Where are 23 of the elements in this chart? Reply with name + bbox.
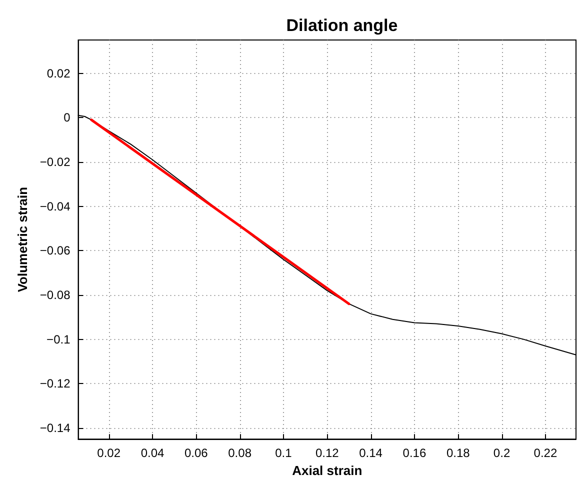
x-tick-label: 0.06	[184, 446, 208, 460]
y-tick-label: −0.14	[40, 421, 71, 436]
y-tick-label: −0.06	[40, 244, 71, 258]
y-tick-label: 0.02	[46, 66, 71, 80]
x-tick-label: 0.02	[97, 446, 121, 460]
y-tick-label: −0.04	[40, 199, 71, 214]
y-tick-label: −0.12	[40, 376, 71, 391]
x-tick-label: 0.1	[275, 446, 292, 460]
x-tick-label: 0.08	[228, 446, 252, 460]
y-tick-label: −0.1	[46, 332, 71, 346]
x-tick-label: 0.2	[493, 446, 510, 460]
chart-title: Dilation angle	[286, 16, 398, 35]
x-tick-label: 0.22	[534, 446, 558, 460]
x-axis-title: Axial strain	[292, 463, 362, 478]
x-tick-label: 0.12	[315, 446, 340, 460]
x-tick-label: 0.18	[446, 446, 470, 460]
x-tick-label: 0.04	[140, 446, 164, 460]
y-tick-label: −0.08	[40, 288, 71, 302]
y-tick-label: 0	[64, 110, 71, 125]
x-tick-label: 0.14	[359, 446, 383, 460]
y-tick-label: −0.02	[40, 154, 71, 169]
y-axis-title: Volumetric strain	[15, 186, 30, 292]
x-tick-label: 0.16	[402, 446, 426, 460]
